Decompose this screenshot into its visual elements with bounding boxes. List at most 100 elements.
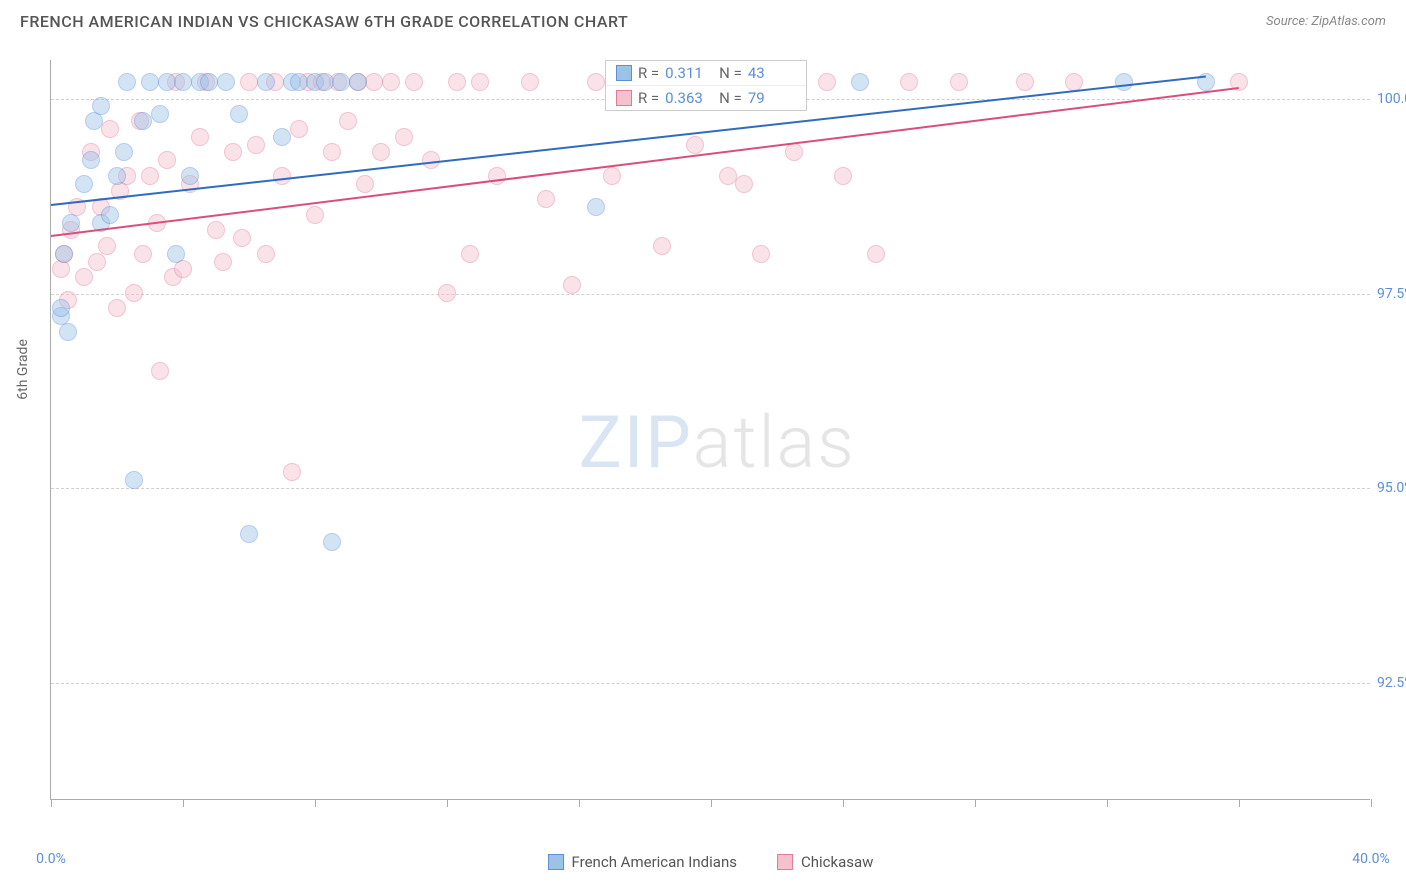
scatter-point-chickasaw — [603, 167, 621, 185]
chart-title: FRENCH AMERICAN INDIAN VS CHICKASAW 6TH … — [20, 12, 628, 31]
scatter-point-chickasaw — [224, 143, 242, 161]
scatter-point-chickasaw — [339, 112, 357, 130]
scatter-point-chickasaw — [1016, 73, 1034, 91]
scatter-point-chickasaw — [471, 73, 489, 91]
scatter-point-french — [240, 525, 258, 543]
scatter-point-french — [323, 533, 341, 551]
scatter-point-chickasaw — [365, 73, 383, 91]
scatter-point-french — [349, 73, 367, 91]
scatter-point-chickasaw — [290, 120, 308, 138]
scatter-point-chickasaw — [395, 128, 413, 146]
x-tick — [1107, 799, 1108, 807]
scatter-point-chickasaw — [158, 151, 176, 169]
scatter-point-chickasaw — [88, 253, 106, 271]
scatter-point-french — [200, 73, 218, 91]
x-tick — [1239, 799, 1240, 807]
scatter-point-chickasaw — [719, 167, 737, 185]
x-tick — [51, 799, 52, 807]
legend-label: French American Indians — [572, 853, 737, 871]
stat-val-n: 43 — [748, 64, 796, 82]
scatter-point-chickasaw — [174, 260, 192, 278]
x-tick — [1371, 799, 1372, 807]
scatter-point-french — [59, 323, 77, 341]
legend-item: Chickasaw — [777, 853, 873, 871]
scatter-point-chickasaw — [207, 221, 225, 239]
scatter-point-chickasaw — [214, 253, 232, 271]
scatter-point-chickasaw — [257, 245, 275, 263]
x-tick — [447, 799, 448, 807]
scatter-point-chickasaw — [75, 268, 93, 286]
scatter-point-chickasaw — [134, 245, 152, 263]
stat-val-n: 79 — [748, 89, 796, 107]
scatter-point-french — [217, 73, 235, 91]
scatter-point-french — [167, 245, 185, 263]
scatter-point-french — [75, 175, 93, 193]
scatter-point-chickasaw — [563, 276, 581, 294]
scatter-point-chickasaw — [587, 73, 605, 91]
x-tick — [315, 799, 316, 807]
legend-swatch — [777, 854, 793, 870]
x-tick — [579, 799, 580, 807]
scatter-point-chickasaw — [240, 73, 258, 91]
scatter-point-french — [82, 151, 100, 169]
stats-swatch — [616, 65, 632, 81]
scatter-point-chickasaw — [834, 167, 852, 185]
scatter-point-chickasaw — [900, 73, 918, 91]
scatter-point-chickasaw — [867, 245, 885, 263]
stats-swatch — [616, 90, 632, 106]
y-tick-label: 95.0% — [1377, 480, 1406, 496]
scatter-point-chickasaw — [950, 73, 968, 91]
stats-row-french: R = 0.311 N = 43 — [606, 61, 806, 85]
scatter-point-chickasaw — [233, 229, 251, 247]
scatter-point-chickasaw — [653, 237, 671, 255]
stat-key-r: R = — [638, 89, 659, 107]
scatter-point-chickasaw — [323, 143, 341, 161]
legend-item: French American Indians — [548, 853, 737, 871]
scatter-point-chickasaw — [686, 136, 704, 154]
stat-key-r: R = — [638, 64, 659, 82]
scatter-point-chickasaw — [382, 73, 400, 91]
scatter-point-french — [115, 143, 133, 161]
scatter-point-chickasaw — [752, 245, 770, 263]
scatter-point-chickasaw — [141, 167, 159, 185]
watermark: ZIPatlas — [579, 400, 856, 485]
scatter-point-french — [101, 206, 119, 224]
scatter-point-chickasaw — [108, 299, 126, 317]
chart-header: FRENCH AMERICAN INDIAN VS CHICKASAW 6TH … — [0, 0, 1406, 39]
scatter-point-french — [118, 73, 136, 91]
scatter-point-chickasaw — [438, 284, 456, 302]
scatter-point-chickasaw — [537, 190, 555, 208]
stats-row-chickasaw: R =0.363N =79 — [606, 85, 806, 110]
scatter-point-french — [134, 112, 152, 130]
scatter-point-chickasaw — [283, 463, 301, 481]
y-tick-label: 97.5% — [1377, 286, 1406, 302]
x-tick — [183, 799, 184, 807]
scatter-point-french — [257, 73, 275, 91]
x-tick-label: 40.0% — [1352, 851, 1390, 867]
scatter-point-french — [174, 73, 192, 91]
scatter-plot-area: 92.5%95.0%97.5%100.0%0.0%40.0%ZIPatlasR … — [50, 60, 1370, 800]
scatter-point-chickasaw — [52, 260, 70, 278]
y-axis-label: 6th Grade — [15, 339, 31, 400]
scatter-point-french — [1115, 73, 1133, 91]
scatter-point-chickasaw — [247, 136, 265, 154]
scatter-point-french — [851, 73, 869, 91]
scatter-point-chickasaw — [448, 73, 466, 91]
stat-key-n: N = — [719, 64, 742, 82]
scatter-point-french — [290, 73, 308, 91]
scatter-point-french — [62, 214, 80, 232]
x-tick-label: 0.0% — [36, 851, 66, 867]
stat-val-r: 0.311 — [665, 64, 713, 82]
scatter-point-french — [230, 105, 248, 123]
scatter-point-french — [158, 73, 176, 91]
legend: French American Indians Chickasaw — [548, 853, 874, 871]
scatter-point-chickasaw — [125, 284, 143, 302]
scatter-point-chickasaw — [101, 120, 119, 138]
y-tick-label: 100.0% — [1377, 91, 1406, 107]
legend-label: Chickasaw — [801, 853, 873, 871]
scatter-point-french — [316, 73, 334, 91]
scatter-point-chickasaw — [818, 73, 836, 91]
x-tick — [711, 799, 712, 807]
gridline — [51, 488, 1370, 489]
scatter-point-french — [141, 73, 159, 91]
